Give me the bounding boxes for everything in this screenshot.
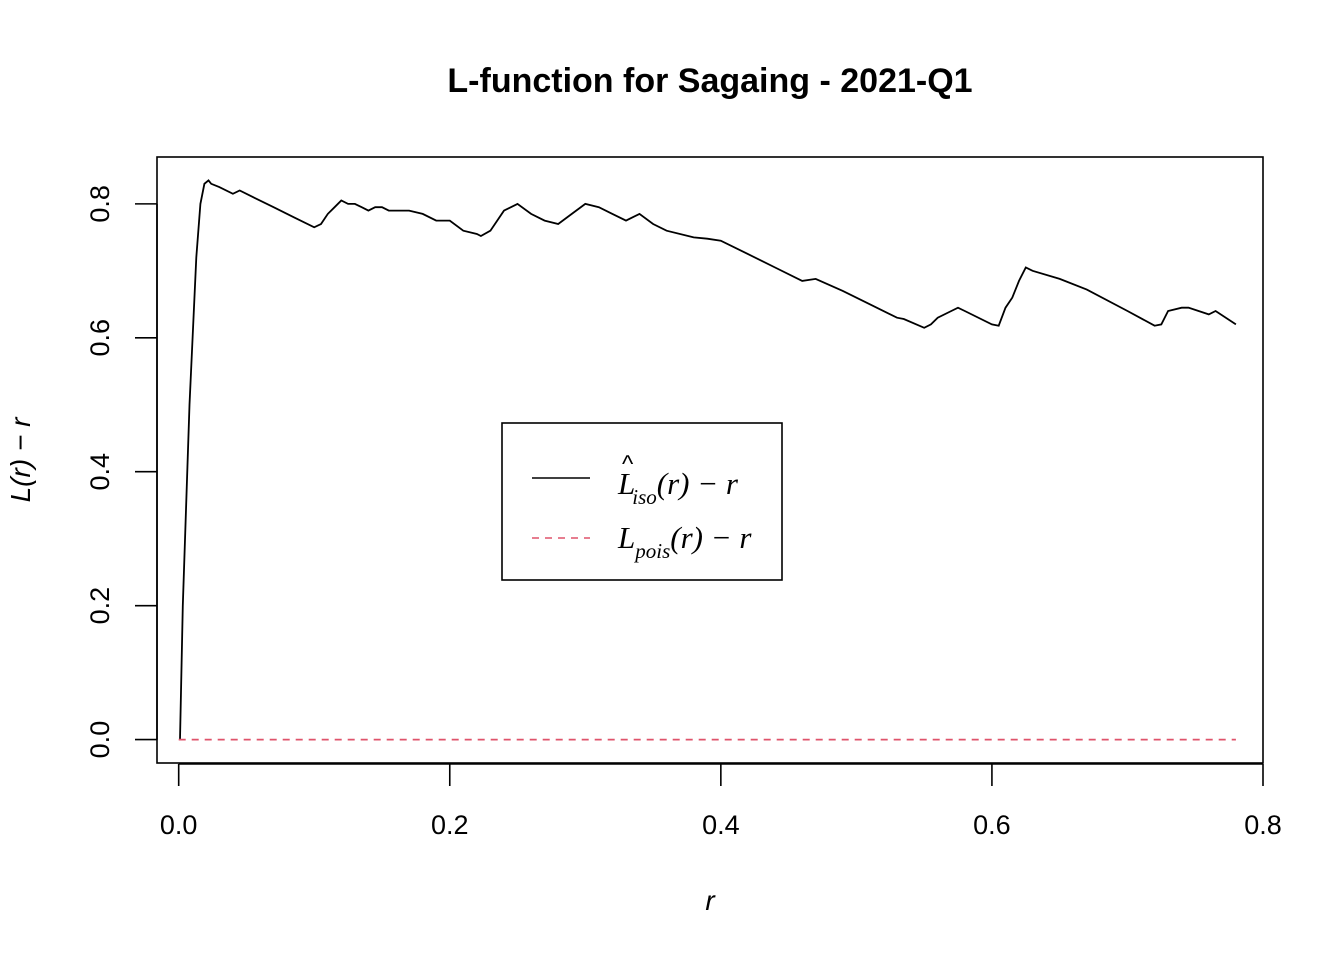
legend-label-iso: Liso(r) − r bbox=[617, 466, 739, 509]
legend-hat: ^ bbox=[622, 451, 634, 478]
legend-label-pois: Lpois(r) − r bbox=[617, 520, 752, 563]
y-axis: 0.0 0.2 0.4 0.6 0.8 bbox=[85, 185, 158, 759]
y-tick-label: 0.6 bbox=[85, 319, 115, 357]
x-tick-label: 0.2 bbox=[431, 810, 469, 840]
legend: Liso(r) − r ^ Lpois(r) − r bbox=[501, 422, 783, 581]
legend-box bbox=[501, 422, 783, 581]
x-axis: 0.0 0.2 0.4 0.6 0.8 bbox=[160, 763, 1282, 840]
chart-title: L-function for Sagaing - 2021-Q1 bbox=[447, 62, 972, 100]
y-axis-label: L(r) − r bbox=[5, 416, 36, 502]
y-tick-label: 0.8 bbox=[85, 185, 115, 223]
y-tick-label: 0.2 bbox=[85, 587, 115, 625]
series-line-iso bbox=[179, 179, 1237, 740]
y-tick-label: 0.0 bbox=[85, 721, 115, 759]
series-layer bbox=[178, 179, 1237, 741]
y-tick-label: 0.4 bbox=[85, 453, 115, 491]
x-tick-label: 0.6 bbox=[973, 810, 1011, 840]
x-axis-label: r bbox=[705, 885, 716, 916]
x-tick-label: 0.4 bbox=[702, 810, 740, 840]
x-tick-label: 0.0 bbox=[160, 810, 198, 840]
x-tick-label: 0.8 bbox=[1244, 810, 1282, 840]
